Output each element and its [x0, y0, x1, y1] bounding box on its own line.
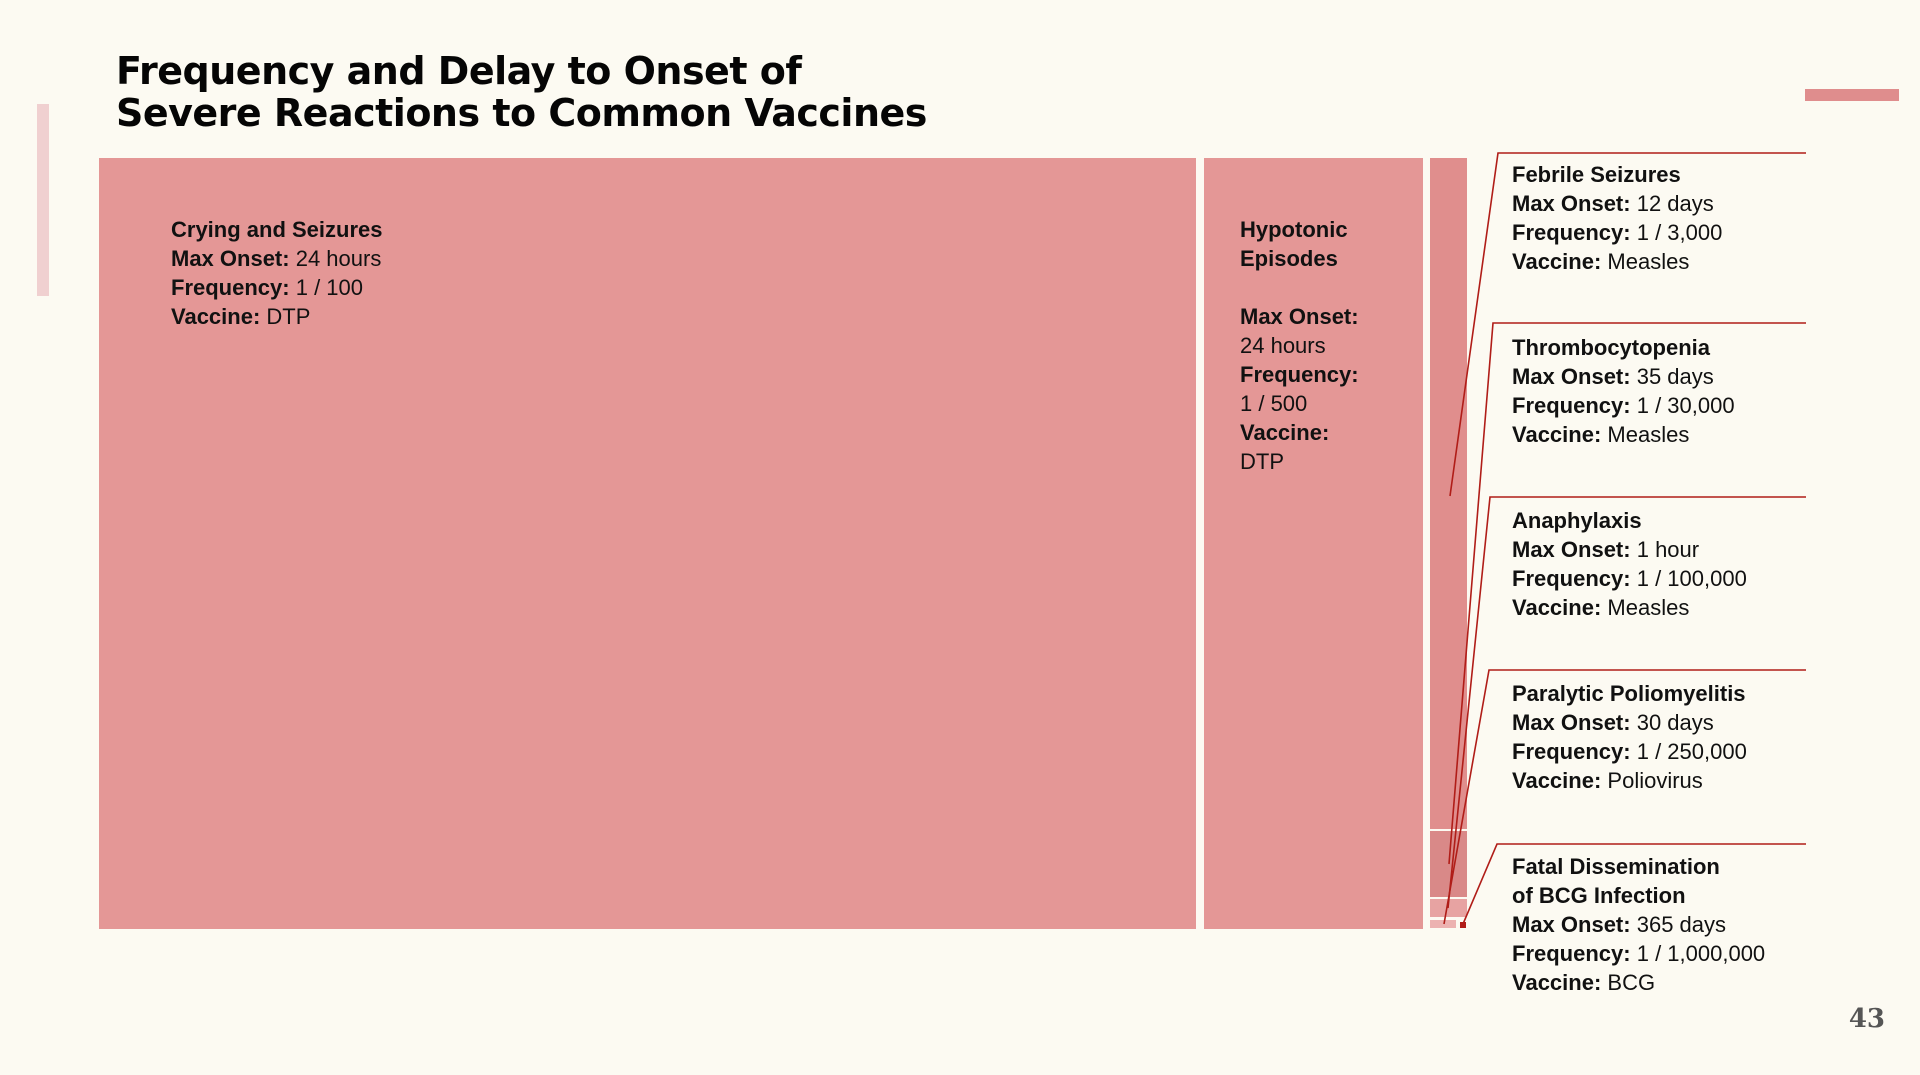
- tile-name-line-2: Episodes: [1240, 246, 1338, 271]
- tile-crying-and-seizures: [99, 158, 1196, 929]
- annotation-thrombocytopenia: Thrombocytopenia Max Onset: 35 days Freq…: [1512, 335, 1735, 447]
- annotation-max-onset: 365 days: [1636, 912, 1727, 937]
- tile-thrombocytopenia: [1430, 831, 1467, 897]
- chart-title-line-1: Frequency and Delay to Onset of: [116, 49, 802, 93]
- annotation-max-onset: 35 days: [1636, 364, 1714, 389]
- tile-name: Crying and Seizures: [171, 217, 383, 242]
- leader-line-thrombocytopenia: [1448, 322, 1806, 865]
- annotation-name: Thrombocytopenia: [1512, 335, 1711, 360]
- leader-line-fatal-dissemination-of-bcg-infection: [1462, 843, 1806, 925]
- tile-max-onset: 24 hours: [1240, 333, 1326, 358]
- annotation-max-onset: 1 hour: [1636, 537, 1700, 562]
- annotation-vaccine: Measles: [1607, 249, 1690, 274]
- tile-frequency: 1 / 500: [1240, 391, 1308, 416]
- annotation-frequency: 1 / 30,000: [1636, 393, 1735, 418]
- page-number: 43: [1848, 1004, 1885, 1034]
- annotation-name: Anaphylaxis: [1512, 508, 1642, 533]
- tile-vaccine: DTP: [1240, 449, 1284, 474]
- annotation-name: Paralytic Poliomyelitis: [1512, 681, 1746, 706]
- chart-title: Frequency and Delay to Onset of Severe R…: [116, 50, 927, 134]
- annotation-frequency: 1 / 250,000: [1636, 739, 1747, 764]
- tile-paralytic-poliomyelitis: [1430, 920, 1456, 928]
- chart-title-line-2: Severe Reactions to Common Vaccines: [116, 91, 927, 135]
- annotation-anaphylaxis: Anaphylaxis Max Onset: 1 hour Frequency:…: [1512, 508, 1747, 620]
- leader-line-febrile-seizures: [1449, 152, 1806, 497]
- annotation-vaccine: Measles: [1607, 422, 1690, 447]
- tile-label-crying-seizures: Crying and Seizures Max Onset: 24 hours …: [171, 217, 383, 329]
- annotation-vaccine: Measles: [1607, 595, 1690, 620]
- annotation-frequency: 1 / 1,000,000: [1636, 941, 1766, 966]
- leader-line-anaphylaxis: [1447, 496, 1806, 909]
- annotation-vaccine: BCG: [1607, 970, 1656, 995]
- right-accent-bar: [1805, 89, 1899, 101]
- leader-line-paralytic-poliomyelitis: [1443, 669, 1806, 925]
- tile-febrile-seizures: [1430, 158, 1467, 829]
- tile-fatal-dissemination-of-bcg-infection: [1460, 922, 1466, 928]
- annotation-name-line-1: Fatal Dissemination: [1512, 854, 1720, 879]
- annotation-febrile-seizures: Febrile Seizures Max Onset: 12 days Freq…: [1512, 162, 1723, 274]
- tile-max-onset: 24 hours: [295, 246, 382, 271]
- tile-hypotonic-episodes: [1204, 158, 1423, 929]
- annotation-frequency: 1 / 3,000: [1636, 220, 1723, 245]
- annotation-max-onset: 30 days: [1636, 710, 1714, 735]
- annotation-vaccine: Poliovirus: [1607, 768, 1703, 793]
- tile-frequency: 1 / 100: [295, 275, 363, 300]
- annotation-fatal-dissemination-bcg: Fatal Dissemination of BCG Infection Max…: [1512, 854, 1766, 995]
- left-accent-bar: [37, 104, 49, 296]
- tile-label-hypotonic-episodes: Hypotonic Episodes Max Onset: 24 hours F…: [1240, 217, 1359, 474]
- annotation-name: Febrile Seizures: [1512, 162, 1681, 187]
- annotation-frequency: 1 / 100,000: [1636, 566, 1747, 591]
- annotation-paralytic-poliomyelitis: Paralytic Poliomyelitis Max Onset: 30 da…: [1512, 681, 1747, 793]
- tile-vaccine: DTP: [266, 304, 311, 329]
- tile-name-line-1: Hypotonic: [1240, 217, 1348, 242]
- annotation-name-line-2: of BCG Infection: [1512, 883, 1686, 908]
- annotation-max-onset: 12 days: [1636, 191, 1714, 216]
